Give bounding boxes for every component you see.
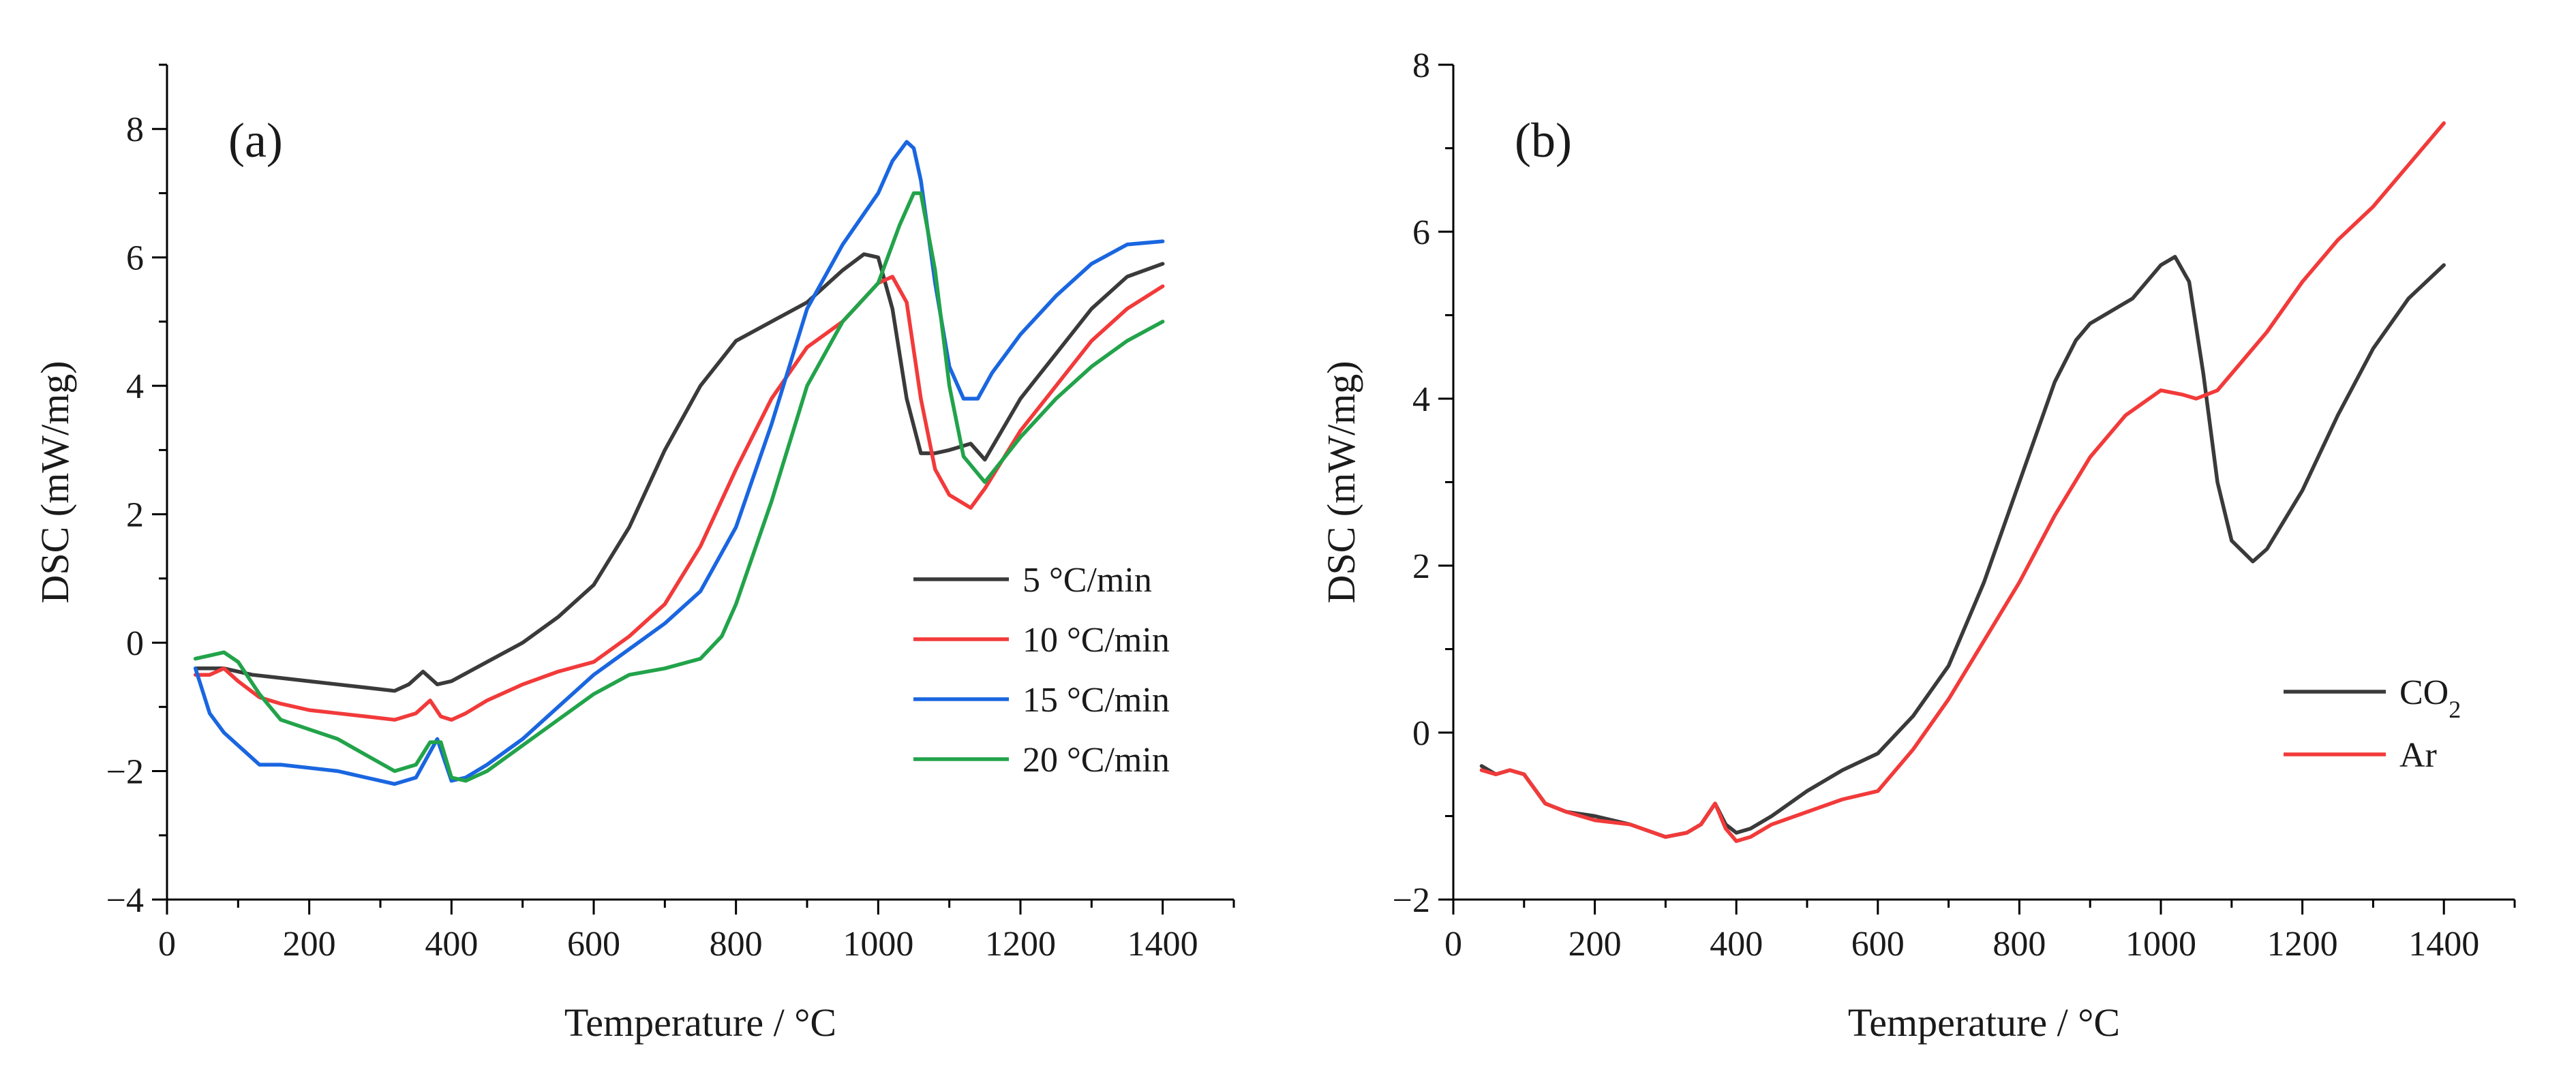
legend-label: 10 °C/min xyxy=(1022,621,1170,660)
x-tick-label: 800 xyxy=(710,925,763,964)
y-tick-label: 6 xyxy=(126,239,144,278)
y-tick-label: 2 xyxy=(126,496,144,535)
series-line-0-1 xyxy=(193,275,1165,722)
y-tick-label: 4 xyxy=(126,367,144,406)
x-tick-label: 1400 xyxy=(1127,925,1198,964)
x-tick-label: 0 xyxy=(158,925,176,964)
y-tick-label: −2 xyxy=(1393,881,1430,920)
x-axis-label: Temperature / °C xyxy=(564,1000,836,1045)
x-tick-label: 200 xyxy=(1569,925,1622,964)
y-tick-label: 8 xyxy=(1412,46,1430,85)
legend-label: 5 °C/min xyxy=(1022,561,1152,600)
x-tick-label: 600 xyxy=(1851,925,1905,964)
x-tick-label: 800 xyxy=(1992,925,2046,964)
x-tick-label: 600 xyxy=(567,925,620,964)
panel-label: (b) xyxy=(1515,113,1572,168)
x-tick-label: 1000 xyxy=(2125,925,2196,964)
y-tick-label: 4 xyxy=(1412,380,1430,419)
x-tick-label: 1400 xyxy=(2408,925,2479,964)
x-tick-label: 1200 xyxy=(2267,925,2338,964)
legend-label: CO2 xyxy=(2399,673,2461,723)
series-line-0-0 xyxy=(193,252,1165,693)
y-tick-label: 8 xyxy=(126,110,144,149)
panel-a: 0 200 400 600 800 1000 1200 1400 −4 −2 0 2 4 6 8 Temper… xyxy=(33,63,1235,1045)
series-line-1-1 xyxy=(1479,121,2446,844)
x-tick-label: 0 xyxy=(1444,925,1462,964)
series-line-0-3 xyxy=(193,191,1165,783)
legend-label: Ar xyxy=(2399,736,2437,775)
x-axis-label: Temperature / °C xyxy=(1848,1000,2120,1045)
y-tick-label: 0 xyxy=(1412,714,1430,753)
series-line-1-0 xyxy=(1479,255,2446,839)
x-tick-label: 1200 xyxy=(985,925,1056,964)
y-axis-label: DSC (mW/mg) xyxy=(1319,361,1363,603)
legend-label: 20 °C/min xyxy=(1022,741,1170,780)
x-tick-label: 400 xyxy=(1710,925,1763,964)
y-tick-label: 6 xyxy=(1412,213,1430,252)
y-tick-label: 0 xyxy=(126,624,144,663)
y-axis-label: DSC (mW/mg) xyxy=(33,361,77,603)
y-tick-label: −4 xyxy=(106,881,144,920)
x-tick-label: 400 xyxy=(425,925,478,964)
panel-label: (a) xyxy=(228,113,283,168)
y-tick-label: 2 xyxy=(1412,547,1430,586)
x-tick-label: 200 xyxy=(283,925,336,964)
series-line-0-2 xyxy=(193,140,1165,786)
x-tick-label: 1000 xyxy=(843,925,913,964)
y-tick-label: −2 xyxy=(106,753,144,792)
legend-label: 15 °C/min xyxy=(1022,681,1170,720)
panel-b: 0 200 400 600 800 1000 1200 1400 −2 0 2 4 6 8 Temperat… xyxy=(1319,46,2516,1045)
